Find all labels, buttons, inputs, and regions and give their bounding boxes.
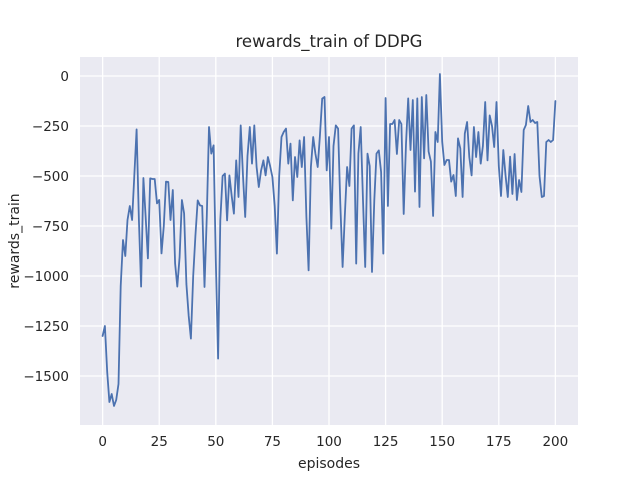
chart-title: rewards_train of DDPG <box>236 32 423 52</box>
series-line-rewards_train <box>101 73 557 407</box>
x-tick-label: 75 <box>264 434 281 450</box>
x-tick-label: 125 <box>373 434 399 450</box>
y-tick-label: −1250 <box>23 319 69 335</box>
x-tick-label: 200 <box>542 434 568 450</box>
x-axis-label: episodes <box>298 456 360 472</box>
y-tick-label: −750 <box>32 219 69 235</box>
y-tick-label: −500 <box>32 169 69 185</box>
x-tick-label: 150 <box>429 434 455 450</box>
y-axis-label: rewards_train <box>7 193 23 288</box>
plot-layer: 0 25 50 75 100 125 150 175 200 0 −250 −500 −750 −1000… <box>23 57 578 450</box>
x-tick-label: 25 <box>151 434 168 450</box>
y-tick-label: 0 <box>60 69 69 85</box>
x-tick-label: 100 <box>316 434 342 450</box>
x-tick-label: 0 <box>98 434 107 450</box>
y-tick-label: −250 <box>32 119 69 135</box>
x-tick-label: 175 <box>486 434 512 450</box>
y-tick-label: −1000 <box>23 269 69 285</box>
y-tick-label: −1500 <box>23 369 69 385</box>
x-tick-label: 50 <box>207 434 224 450</box>
